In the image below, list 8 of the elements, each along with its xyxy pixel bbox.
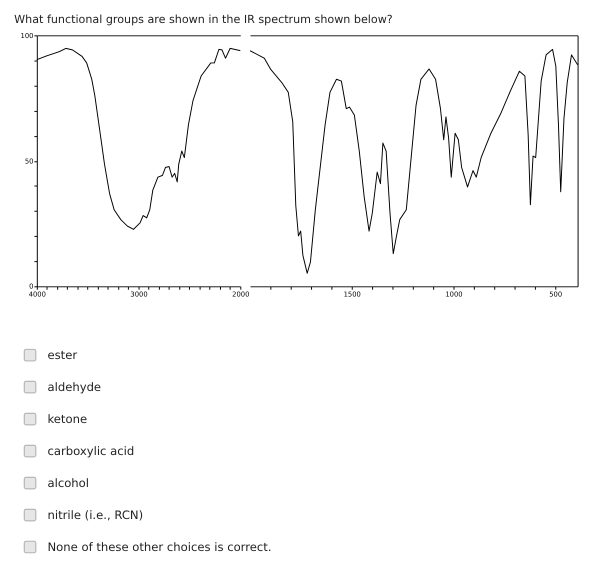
text: aldehyde [47,380,102,394]
text: None of these other choices is correct. [47,540,272,554]
text: nitrile (i.e., RCN) [47,508,144,522]
text: alcohol [47,476,89,490]
text: ketone [47,412,88,426]
chart-title: What functional groups are shown in the IR spectrum shown below? [14,13,393,26]
text: carboxylic acid [47,444,134,458]
text: ester [47,348,78,362]
